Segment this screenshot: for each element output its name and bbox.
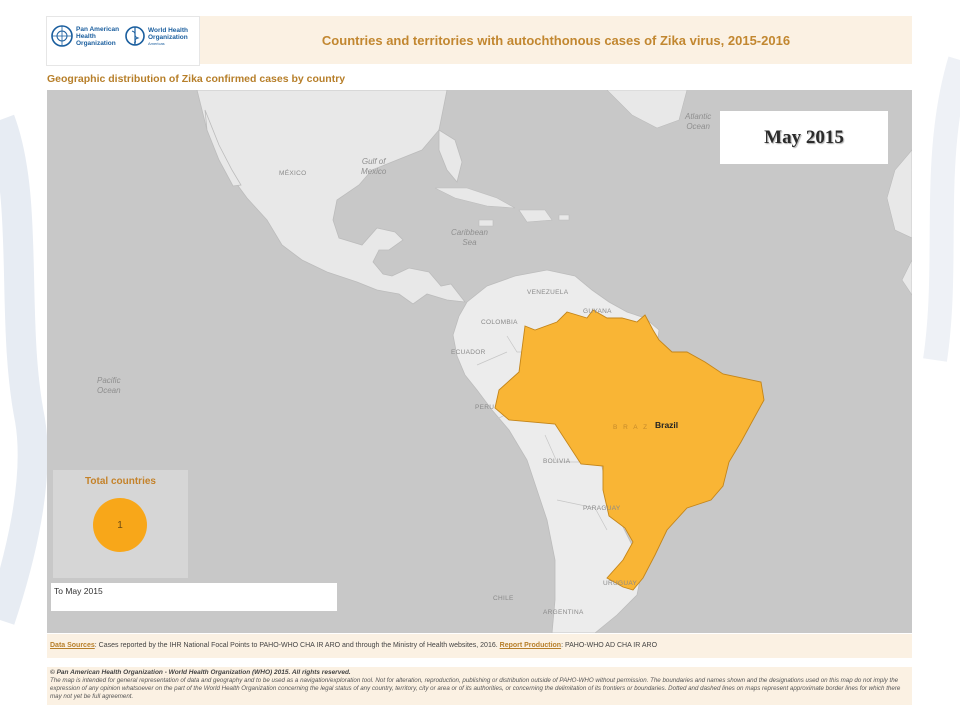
country-brazil[interactable] bbox=[494, 309, 765, 591]
header-bar: Countries and territories with autochtho… bbox=[200, 16, 912, 64]
who-logo-line2: Organization bbox=[148, 33, 188, 41]
date-indicator: May 2015 bbox=[720, 111, 888, 164]
data-sources-bar: Data Sources: Cases reported by the IHR … bbox=[47, 634, 912, 658]
country-label-bolivia: BOLIVIA bbox=[543, 458, 571, 465]
paho-logo-line1: Pan American bbox=[76, 25, 120, 33]
sea-label-atlantic-line1: Atlantic bbox=[685, 112, 712, 121]
sea-label-atlantic: Atlantic Ocean bbox=[685, 112, 711, 132]
report-production-text: : PAHO-WHO AD CHA IR ARO bbox=[561, 642, 658, 649]
land-cuba bbox=[434, 187, 516, 209]
total-countries-circle: 1 bbox=[93, 498, 147, 552]
sea-label-pacific-line1: Pacific bbox=[97, 376, 121, 385]
sea-label-caribbean-line2: Sea bbox=[462, 238, 477, 247]
date-label: May 2015 bbox=[764, 126, 844, 148]
map-canvas bbox=[196, 90, 912, 633]
paho-logo-line3: Organization bbox=[76, 39, 116, 47]
country-label-colombia: COLOMBIA bbox=[481, 319, 518, 326]
who-logo: World Health Organization Americas bbox=[125, 25, 188, 47]
country-label-brazil-faint: B R A Z bbox=[613, 424, 650, 431]
country-label-paraguay: PARAGUAY bbox=[583, 505, 621, 512]
period-text: To May 2015 bbox=[54, 586, 103, 596]
sea-label-caribbean-line1: Caribbean bbox=[451, 228, 488, 237]
total-countries-count: 1 bbox=[117, 519, 123, 531]
country-label-guyana: GUYANA bbox=[583, 308, 612, 315]
total-countries-panel: Total countries 1 bbox=[53, 470, 188, 578]
page-title: Countries and territories with autochtho… bbox=[321, 32, 791, 48]
total-countries-label: Total countries bbox=[85, 476, 156, 487]
footer-disclaimer: The map is intended for general represen… bbox=[50, 677, 901, 700]
footer-bar: © Pan American Health Organization - Wor… bbox=[47, 667, 912, 705]
country-label-peru: PERU bbox=[475, 404, 495, 411]
logo-panel: Pan American Health Organization World H… bbox=[46, 16, 200, 66]
period-box: To May 2015 bbox=[51, 583, 337, 611]
sea-label-pacific-line2: Ocean bbox=[97, 386, 121, 395]
who-logo-sub: Americas bbox=[148, 40, 165, 46]
country-label-chile: CHILE bbox=[493, 595, 514, 602]
country-label-uruguay: URUGUAY bbox=[603, 580, 638, 587]
paho-logo-line2: Health bbox=[76, 32, 96, 40]
country-label-mexico: MÉXICO bbox=[279, 170, 307, 177]
who-emblem-icon bbox=[125, 26, 145, 46]
land-baja bbox=[204, 109, 242, 187]
sea-label-pacific: Pacific Ocean bbox=[97, 376, 121, 396]
land-africa-edge-2 bbox=[901, 259, 912, 296]
country-label-ecuador: ECUADOR bbox=[451, 349, 486, 356]
sea-label-caribbean: Caribbean Sea bbox=[451, 228, 488, 248]
land-hispaniola bbox=[518, 209, 553, 223]
country-label-venezuela: VENEZUELA bbox=[527, 289, 569, 296]
sea-label-gulf-line2: Mexico bbox=[361, 167, 387, 176]
report-production-label: Report Production bbox=[499, 642, 562, 649]
country-label-argentina: ARGENTINA bbox=[543, 609, 584, 616]
paho-emblem-icon bbox=[51, 25, 73, 47]
sea-label-gulf-line1: Gulf of bbox=[361, 157, 386, 166]
footer-copyright: © Pan American Health Organization - Wor… bbox=[50, 669, 351, 676]
map-view[interactable]: Gulf of Mexico Caribbean Sea Pacific Oce… bbox=[47, 90, 912, 633]
land-puerto-rico bbox=[558, 214, 570, 221]
land-greenland bbox=[606, 90, 688, 129]
paho-logo: Pan American Health Organization bbox=[51, 25, 119, 47]
land-florida bbox=[438, 129, 463, 183]
land-jamaica bbox=[478, 219, 494, 227]
country-label-brazil: Brazil bbox=[655, 420, 679, 430]
who-logo-line1: World Health bbox=[148, 26, 188, 34]
land-north-america bbox=[196, 90, 466, 305]
land-africa-edge bbox=[886, 149, 912, 239]
sea-label-atlantic-line2: Ocean bbox=[686, 122, 710, 131]
data-sources-label: Data Sources bbox=[50, 642, 95, 649]
data-sources-text: : Cases reported by the IHR National Foc… bbox=[94, 642, 500, 649]
map-subtitle: Geographic distribution of Zika confirme… bbox=[47, 73, 346, 85]
sea-label-gulf-of-mexico: Gulf of Mexico bbox=[361, 157, 386, 177]
